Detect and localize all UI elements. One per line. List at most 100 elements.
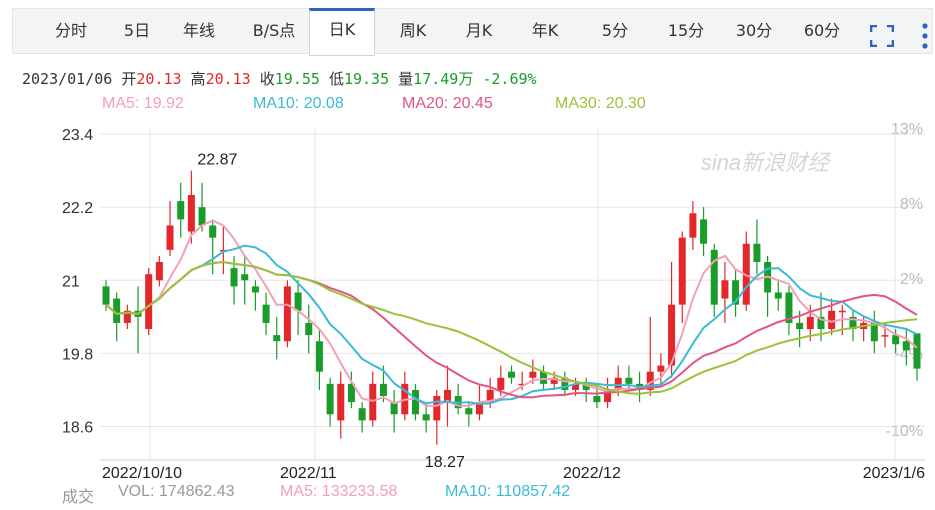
tab-2[interactable]: 年线	[182, 21, 215, 40]
x-tick-label: 2022/12	[563, 465, 621, 482]
volume-label: 成交	[62, 489, 95, 506]
candle-body	[849, 316, 857, 330]
candle-body	[550, 377, 558, 384]
tab-11[interactable]: 60分	[803, 21, 841, 40]
tab-9[interactable]: 15分	[667, 21, 705, 40]
candle-body	[828, 310, 836, 330]
candle-body	[732, 280, 740, 305]
candle-body	[273, 335, 281, 342]
tab-5[interactable]: 周K	[399, 21, 427, 40]
info-close: 19.55	[274, 70, 320, 88]
candle-body	[817, 316, 825, 330]
candle-body	[145, 274, 153, 330]
candle-body	[881, 335, 889, 337]
tab-4[interactable]: 日K	[309, 8, 375, 56]
info-date: 2023/01/06	[22, 70, 113, 88]
y-tick-label: 19.8	[62, 346, 93, 363]
candle-body	[433, 396, 441, 421]
candle-body	[540, 371, 548, 384]
candle-body	[262, 304, 270, 323]
y-tick-label: 18.6	[62, 419, 93, 436]
candle-body	[486, 389, 494, 403]
tab-1[interactable]: 5日	[123, 21, 151, 40]
y-tick-label: 23.4	[62, 127, 93, 144]
ma5-value: MA5: 19.92	[102, 95, 184, 112]
ma30-line	[105, 260, 918, 395]
tab-3[interactable]: B/S点	[252, 21, 296, 40]
candle-body	[902, 341, 910, 351]
candle-body	[113, 298, 121, 323]
candle-body	[123, 310, 131, 323]
candle-body	[721, 280, 729, 299]
candle-body	[497, 377, 505, 390]
candle-body	[294, 292, 302, 311]
max-price-label: 22.87	[197, 152, 237, 169]
tab-0[interactable]: 分时	[54, 21, 87, 40]
candle-body	[785, 292, 793, 323]
candle-body	[657, 365, 665, 372]
tab-8[interactable]: 5分	[601, 21, 629, 40]
candle-body	[572, 383, 580, 390]
pct-tick-label: -10%	[886, 423, 923, 440]
candle-body	[305, 322, 313, 336]
tab-6[interactable]: 月K	[465, 21, 493, 40]
candle-body	[700, 219, 708, 244]
candle-body	[710, 249, 718, 305]
candle-body	[251, 286, 259, 293]
y-tick-label: 22.2	[62, 200, 93, 217]
candle-body	[518, 383, 526, 386]
candle-body	[326, 383, 334, 415]
info-low: 19.35	[343, 70, 390, 88]
candle-body	[742, 243, 750, 305]
candle-body	[347, 383, 355, 403]
volume-ma10: MA10: 110857.42	[445, 483, 571, 500]
pct-tick-label: 2%	[900, 271, 923, 288]
candle-body	[166, 225, 174, 250]
candle-body	[646, 371, 654, 390]
candle-body	[582, 383, 590, 390]
candle-body	[838, 310, 846, 313]
candle-body	[379, 383, 387, 397]
candle-body	[508, 371, 515, 378]
info-close-label: 收	[259, 70, 275, 88]
candle-body	[796, 322, 804, 330]
info-change: -2.69%	[482, 70, 537, 88]
candle-body	[177, 201, 185, 220]
info-high: 20.13	[205, 70, 251, 88]
candle-body	[625, 377, 633, 384]
candle-body	[315, 341, 323, 372]
ohlc-info-row: 2023/01/06 开20.13 高20.13 收19.55 低19.35 量…	[22, 68, 537, 89]
y-tick-label: 21	[62, 273, 80, 290]
candle-body	[390, 402, 398, 415]
tab-10[interactable]: 30分	[735, 21, 773, 40]
candle-body	[593, 396, 601, 403]
candle-body	[187, 195, 195, 232]
candle-body	[913, 333, 921, 369]
candle-body	[465, 408, 473, 415]
candle-body	[870, 322, 878, 342]
more-vertical-icon[interactable]	[919, 22, 931, 50]
candle-body	[411, 389, 419, 415]
candle-body	[604, 389, 612, 403]
candle-body	[209, 225, 217, 238]
tab-7[interactable]: 年K	[531, 21, 559, 40]
candle-body	[561, 377, 569, 390]
candle-body	[102, 286, 110, 305]
info-open: 20.13	[136, 70, 182, 88]
candle-body	[689, 213, 697, 238]
candle-body	[369, 383, 377, 421]
info-vol: 17.49万	[413, 70, 474, 88]
candle-body	[230, 268, 238, 287]
candle-body	[475, 402, 483, 415]
period-tab-bar: 分时 5日 年线 B/S点 日K 周K 月K 年K 5分 15分 30分 60分	[12, 8, 933, 56]
min-price-label: 18.27	[425, 454, 465, 471]
candle-body	[678, 237, 686, 305]
x-tick-label: 2023/1/6	[863, 465, 925, 482]
fullscreen-icon[interactable]	[870, 25, 894, 47]
pct-tick-label: 13%	[891, 121, 923, 138]
candle-body	[668, 304, 676, 366]
candle-body	[774, 292, 782, 299]
ma5-line	[105, 219, 918, 407]
candle-body	[155, 262, 163, 281]
